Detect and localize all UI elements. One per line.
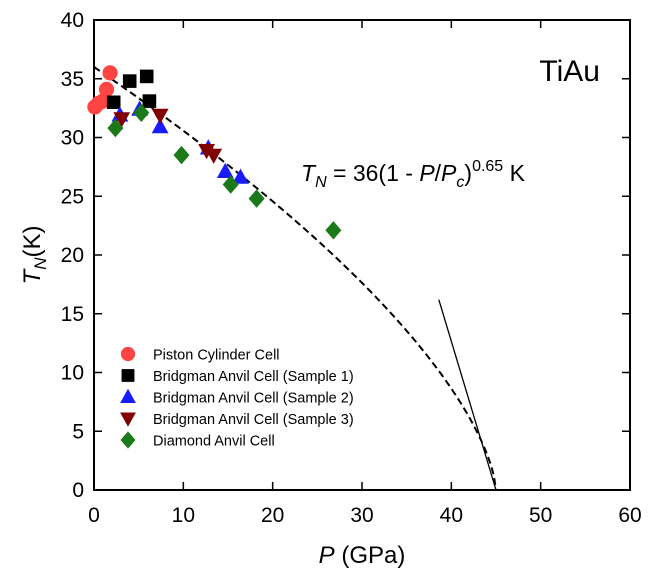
data-point-triangle-down <box>198 144 215 160</box>
fit-equation: TN = 36(1 - P/Pc)0.65 K <box>301 158 526 191</box>
legend-label: Bridgman Anvil Cell (Sample 1) <box>153 369 354 385</box>
y-tick-label: 15 <box>61 303 84 326</box>
legend-label: Bridgman Anvil Cell (Sample 3) <box>153 412 354 428</box>
legend-marker-diamond <box>120 431 136 449</box>
data-point-circle <box>102 65 118 81</box>
axis-ticks: 0 10 20 30 40 50 60 0 5 10 15 20 25 30 35 40 <box>61 9 642 527</box>
data-point-triangle-up <box>232 168 249 184</box>
data-point-diamond <box>133 103 150 122</box>
data-point-triangle-up <box>151 118 169 134</box>
legend-marker-circle <box>120 346 136 362</box>
y-tick-label: 40 <box>61 9 84 32</box>
data-point-triangle-up <box>216 162 234 178</box>
data-point-diamond <box>107 118 124 138</box>
data-point-diamond <box>325 221 342 240</box>
y-tick-label: 5 <box>72 420 84 443</box>
y-tick-label: 10 <box>61 362 84 385</box>
data-point-diamond <box>248 189 265 208</box>
data-point-square <box>122 74 137 88</box>
legend: Piston Cylinder Cell Bridgman Anvil Cell … <box>120 346 354 450</box>
x-tick-label: 20 <box>261 504 284 527</box>
y-tick-label: 20 <box>61 244 84 267</box>
y-tick-label: 0 <box>72 479 84 502</box>
data-point-square <box>106 95 121 109</box>
data-point-triangle-down <box>151 108 169 124</box>
x-tick-label: 50 <box>529 504 552 527</box>
y-tick-label: 35 <box>61 68 84 91</box>
data-point-square <box>142 94 157 108</box>
data-point-diamond <box>173 145 190 165</box>
x-tick-label: 60 <box>618 504 641 527</box>
data-point-circle <box>98 81 115 97</box>
legend-marker-square <box>121 369 135 382</box>
x-tick-label: 30 <box>350 504 373 527</box>
x-tick-label: 40 <box>440 504 463 527</box>
data-point-diamond <box>222 175 239 194</box>
data-point-triangle-down <box>113 112 131 128</box>
plot-area: 0 10 20 30 40 50 60 0 5 10 15 20 25 30 35 40 <box>61 9 642 527</box>
y-axis-title: TN(K) <box>19 226 50 285</box>
data-point-circle <box>95 93 111 109</box>
material-label: TiAu <box>539 55 600 88</box>
legend-label: Piston Cylinder Cell <box>153 348 280 364</box>
legend-marker-triangle-up <box>120 388 136 403</box>
tangent-line <box>438 299 497 491</box>
legend-label: Bridgman Anvil Cell (Sample 2) <box>153 391 354 407</box>
y-tick-label: 30 <box>61 127 84 150</box>
x-tick-label: 10 <box>172 504 195 527</box>
data-point-square <box>139 69 154 84</box>
y-tick-label: 25 <box>61 185 84 208</box>
data-point-triangle-down <box>205 148 223 164</box>
legend-label: Diamond Anvil Cell <box>153 434 275 450</box>
legend-marker-triangle-down <box>120 412 136 427</box>
x-tick-label: 0 <box>88 504 100 527</box>
x-axis-title: P (GPa) <box>319 542 406 569</box>
data-markers <box>87 65 342 240</box>
